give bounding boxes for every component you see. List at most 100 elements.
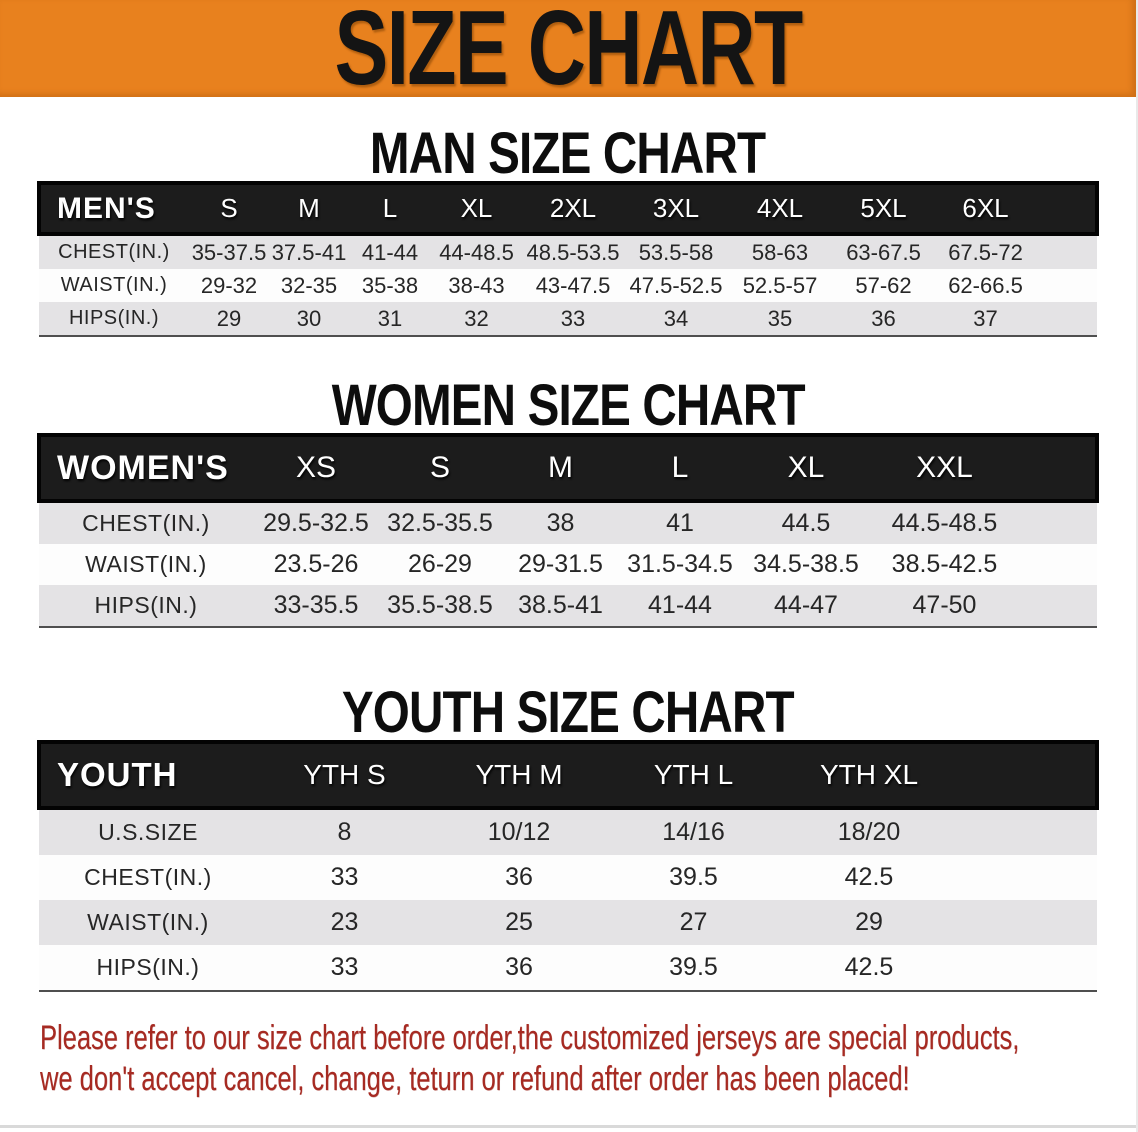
size-value: 35 <box>728 302 832 337</box>
size-value: 53.5-58 <box>624 232 728 269</box>
size-value: 41 <box>620 499 740 544</box>
size-value: 25 <box>432 900 606 945</box>
youth-size-table: YOUTH YTH S YTH M YTH L YTH XL U.S.SIZE 8 10/12… <box>37 740 1099 992</box>
table-row: HIPS(IN.) 33-35.5 35.5-38.5 38.5-41 41-44 44-… <box>39 585 1097 628</box>
size-value: 35-37.5 <box>189 232 269 269</box>
spacer-cell <box>1017 585 1097 628</box>
size-value: 41-44 <box>349 232 431 269</box>
size-value: 47.5-52.5 <box>624 269 728 302</box>
size-value: 32-35 <box>269 269 349 302</box>
spacer-cell <box>1017 433 1099 503</box>
bottom-edge-divider <box>0 1125 1136 1128</box>
size-value: 29-32 <box>189 269 269 302</box>
disclaimer-line-1: Please refer to our size chart before or… <box>40 1019 1020 1057</box>
table-row: CHEST(IN.) 33 36 39.5 42.5 <box>39 855 1097 900</box>
size-value: 44.5-48.5 <box>872 499 1017 544</box>
women-size-table: WOMEN'S XS S M L XL XXL CHEST(IN.) 29.5-32.5 32.5… <box>37 433 1099 628</box>
spacer-cell <box>957 740 1099 810</box>
spacer-cell <box>957 945 1097 992</box>
table-header-row: YOUTH YTH S YTH M YTH L YTH XL <box>37 740 1099 810</box>
size-value: 35-38 <box>349 269 431 302</box>
size-value: 26-29 <box>379 544 501 585</box>
disclaimer-line-2: we don't accept cancel, change, teturn o… <box>40 1060 910 1098</box>
spacer-cell <box>1036 302 1097 337</box>
size-value: 32.5-35.5 <box>379 499 501 544</box>
table-row: HIPS(IN.) 29 30 31 32 33 34 35 36 37 <box>39 302 1097 337</box>
size-value: 42.5 <box>781 945 957 992</box>
column-header: YTH M <box>432 740 606 810</box>
women-section-heading: WOMEN SIZE CHART <box>0 371 1136 438</box>
spacer-cell <box>1036 269 1097 302</box>
size-value: 44-48.5 <box>431 232 522 269</box>
column-header: 3XL <box>624 181 728 236</box>
size-value: 35.5-38.5 <box>379 585 501 628</box>
table-header-row: MEN'S S M L XL 2XL 3XL 4XL 5XL 6XL <box>37 181 1099 236</box>
table-row: CHEST(IN.) 35-37.5 37.5-41 41-44 44-48.5 48.5… <box>39 232 1097 269</box>
column-header: 6XL <box>935 181 1036 236</box>
size-value: 36 <box>432 945 606 992</box>
size-value: 23.5-26 <box>253 544 379 585</box>
size-value: 48.5-53.5 <box>522 232 624 269</box>
table-corner-label: MEN'S <box>37 181 189 236</box>
size-value: 23 <box>257 900 432 945</box>
disclaimer: Please refer to our size chart before or… <box>40 1018 1136 1100</box>
table-row: WAIST(IN.) 23.5-26 26-29 29-31.5 31.5-34.5 34… <box>39 544 1097 585</box>
table-row: HIPS(IN.) 33 36 39.5 42.5 <box>39 945 1097 992</box>
table-header-row: WOMEN'S XS S M L XL XXL <box>37 433 1099 503</box>
women-heading-text: WOMEN SIZE CHART <box>331 371 806 438</box>
size-value: 31.5-34.5 <box>620 544 740 585</box>
size-value: 57-62 <box>832 269 935 302</box>
spacer-cell <box>957 855 1097 900</box>
spacer-cell <box>957 900 1097 945</box>
column-header: L <box>349 181 431 236</box>
size-value: 47-50 <box>872 585 1017 628</box>
spacer-cell <box>1036 232 1097 269</box>
size-value: 38.5-41 <box>501 585 620 628</box>
size-value: 38.5-42.5 <box>872 544 1017 585</box>
row-label: U.S.SIZE <box>39 806 257 855</box>
column-header: XS <box>253 433 379 503</box>
size-value: 42.5 <box>781 855 957 900</box>
size-chart-banner: SIZE CHART <box>0 0 1136 101</box>
spacer-cell <box>1017 544 1097 585</box>
size-value: 30 <box>269 302 349 337</box>
table-corner-label: YOUTH <box>37 740 257 810</box>
size-value: 29.5-32.5 <box>253 499 379 544</box>
size-value: 63-67.5 <box>832 232 935 269</box>
spacer-cell <box>1017 499 1097 544</box>
size-value: 36 <box>432 855 606 900</box>
row-label: WAIST(IN.) <box>39 269 189 302</box>
size-value: 18/20 <box>781 806 957 855</box>
column-header: XL <box>431 181 522 236</box>
size-value: 29 <box>781 900 957 945</box>
banner-title: SIZE CHART <box>334 0 803 107</box>
column-header: M <box>501 433 620 503</box>
size-value: 8 <box>257 806 432 855</box>
row-label: CHEST(IN.) <box>39 855 257 900</box>
man-section-heading: MAN SIZE CHART <box>0 123 1136 182</box>
size-value: 38 <box>501 499 620 544</box>
table-row: CHEST(IN.) 29.5-32.5 32.5-35.5 38 41 44.5 44.5… <box>39 499 1097 544</box>
size-value: 62-66.5 <box>935 269 1036 302</box>
row-label: HIPS(IN.) <box>39 585 253 628</box>
column-header: YTH L <box>606 740 781 810</box>
table-row: U.S.SIZE 8 10/12 14/16 18/20 <box>39 806 1097 855</box>
column-header: XXL <box>872 433 1017 503</box>
size-value: 37.5-41 <box>269 232 349 269</box>
size-value: 39.5 <box>606 945 781 992</box>
row-label: HIPS(IN.) <box>39 945 257 992</box>
size-value: 29 <box>189 302 269 337</box>
row-label: WAIST(IN.) <box>39 900 257 945</box>
column-header: YTH XL <box>781 740 957 810</box>
size-value: 33-35.5 <box>253 585 379 628</box>
column-header: S <box>379 433 501 503</box>
size-value: 34 <box>624 302 728 337</box>
column-header: M <box>269 181 349 236</box>
column-header: 5XL <box>832 181 935 236</box>
column-header: YTH S <box>257 740 432 810</box>
column-header: L <box>620 433 740 503</box>
size-value: 41-44 <box>620 585 740 628</box>
youth-section-heading: YOUTH SIZE CHART <box>0 682 1136 741</box>
size-value: 33 <box>257 855 432 900</box>
size-value: 27 <box>606 900 781 945</box>
